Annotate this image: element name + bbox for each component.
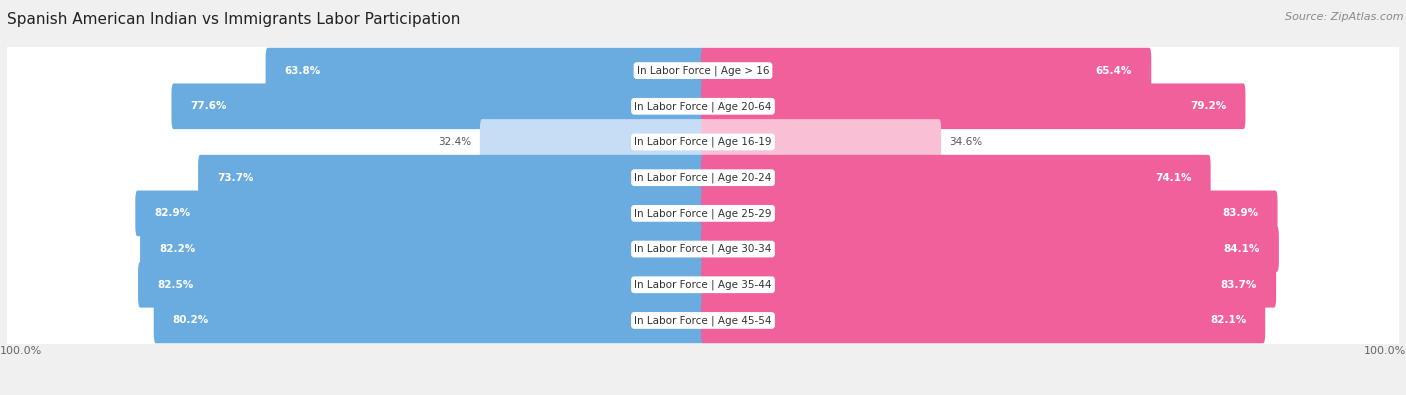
FancyBboxPatch shape — [4, 254, 1402, 316]
FancyBboxPatch shape — [702, 226, 1279, 272]
FancyBboxPatch shape — [4, 290, 1402, 351]
FancyBboxPatch shape — [138, 262, 704, 308]
Text: In Labor Force | Age 30-34: In Labor Force | Age 30-34 — [634, 244, 772, 254]
Text: Source: ZipAtlas.com: Source: ZipAtlas.com — [1285, 12, 1403, 22]
Text: 84.1%: 84.1% — [1223, 244, 1260, 254]
Text: In Labor Force | Age 16-19: In Labor Force | Age 16-19 — [634, 137, 772, 147]
Text: 82.5%: 82.5% — [157, 280, 194, 290]
FancyBboxPatch shape — [135, 190, 704, 236]
Text: In Labor Force | Age 45-54: In Labor Force | Age 45-54 — [634, 315, 772, 326]
FancyBboxPatch shape — [4, 147, 1402, 209]
Text: 82.9%: 82.9% — [155, 209, 191, 218]
Text: 82.1%: 82.1% — [1211, 316, 1246, 325]
Text: 77.6%: 77.6% — [191, 101, 228, 111]
Text: 63.8%: 63.8% — [285, 66, 321, 75]
FancyBboxPatch shape — [266, 48, 704, 94]
FancyBboxPatch shape — [479, 119, 704, 165]
FancyBboxPatch shape — [198, 155, 704, 201]
Text: 34.6%: 34.6% — [949, 137, 983, 147]
FancyBboxPatch shape — [4, 182, 1402, 244]
FancyBboxPatch shape — [4, 218, 1402, 280]
Text: In Labor Force | Age 20-24: In Labor Force | Age 20-24 — [634, 173, 772, 183]
Text: 74.1%: 74.1% — [1156, 173, 1191, 182]
FancyBboxPatch shape — [4, 111, 1402, 173]
Text: 79.2%: 79.2% — [1189, 101, 1226, 111]
Text: 80.2%: 80.2% — [173, 316, 209, 325]
Text: 83.7%: 83.7% — [1220, 280, 1257, 290]
FancyBboxPatch shape — [702, 83, 1246, 129]
FancyBboxPatch shape — [172, 83, 704, 129]
Text: In Labor Force | Age 35-44: In Labor Force | Age 35-44 — [634, 280, 772, 290]
Text: In Labor Force | Age > 16: In Labor Force | Age > 16 — [637, 65, 769, 76]
FancyBboxPatch shape — [141, 226, 704, 272]
Text: 65.4%: 65.4% — [1095, 66, 1132, 75]
FancyBboxPatch shape — [153, 297, 704, 343]
Text: In Labor Force | Age 20-64: In Labor Force | Age 20-64 — [634, 101, 772, 111]
Text: 82.2%: 82.2% — [159, 244, 195, 254]
FancyBboxPatch shape — [702, 48, 1152, 94]
FancyBboxPatch shape — [702, 297, 1265, 343]
FancyBboxPatch shape — [702, 155, 1211, 201]
FancyBboxPatch shape — [702, 190, 1278, 236]
FancyBboxPatch shape — [4, 75, 1402, 137]
Text: 73.7%: 73.7% — [217, 173, 253, 182]
Text: In Labor Force | Age 25-29: In Labor Force | Age 25-29 — [634, 208, 772, 218]
FancyBboxPatch shape — [4, 40, 1402, 101]
FancyBboxPatch shape — [702, 119, 941, 165]
Text: Spanish American Indian vs Immigrants Labor Participation: Spanish American Indian vs Immigrants La… — [7, 12, 460, 27]
Text: 32.4%: 32.4% — [439, 137, 471, 147]
Text: 83.9%: 83.9% — [1222, 209, 1258, 218]
FancyBboxPatch shape — [702, 262, 1277, 308]
